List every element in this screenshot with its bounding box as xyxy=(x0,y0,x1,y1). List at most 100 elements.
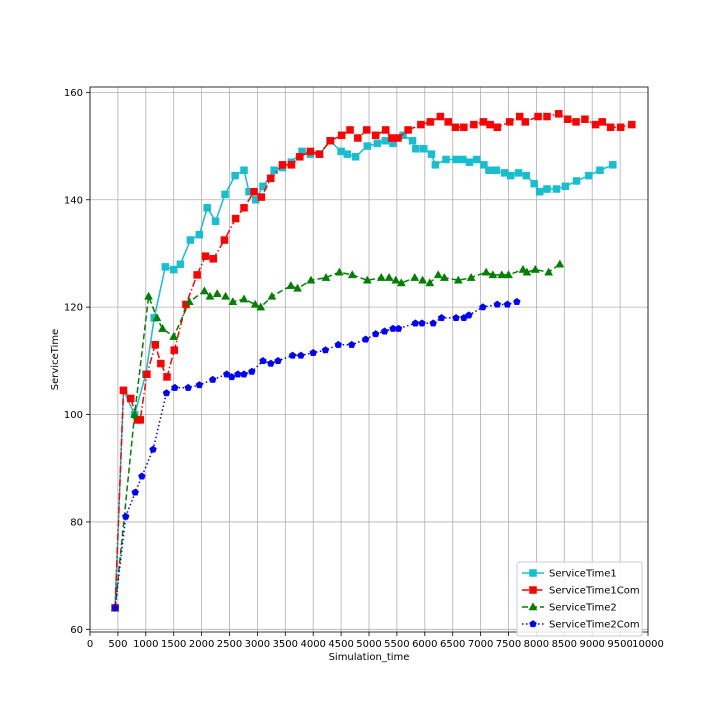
ticks: 0 500 1000 1500 2000 2500 3000 3500 4000 4500 5000… xyxy=(64,88,664,650)
data-point xyxy=(231,214,240,223)
data-point xyxy=(373,139,382,148)
data-point xyxy=(184,297,194,306)
data-point xyxy=(362,275,372,284)
data-point xyxy=(609,161,617,169)
x-tick-label: 2000 xyxy=(189,639,214,650)
data-point xyxy=(363,126,371,134)
x-tick-label: 4000 xyxy=(300,639,325,650)
data-point xyxy=(411,319,420,327)
data-point xyxy=(451,123,460,132)
legend-label: ServiceTime2Com xyxy=(549,620,640,631)
data-point xyxy=(585,171,593,180)
data-point xyxy=(163,373,171,381)
data-point xyxy=(492,166,500,174)
data-point xyxy=(343,150,351,158)
data-point xyxy=(460,123,468,132)
data-point xyxy=(581,115,589,123)
data-point xyxy=(543,112,551,121)
y-tick-label: 120 xyxy=(64,303,83,314)
data-point xyxy=(315,150,324,158)
y-tick-label: 140 xyxy=(64,195,83,206)
data-point xyxy=(426,118,435,126)
data-point xyxy=(465,158,474,166)
data-point xyxy=(628,120,636,129)
data-point xyxy=(250,187,258,196)
series-group xyxy=(110,110,636,612)
y-tick-label: 80 xyxy=(70,517,83,528)
data-point xyxy=(503,300,512,308)
data-point xyxy=(530,264,540,273)
data-point xyxy=(371,131,380,140)
data-point xyxy=(514,169,523,177)
data-point xyxy=(144,291,154,300)
data-point xyxy=(161,263,170,271)
data-point xyxy=(240,166,248,174)
legend-marker xyxy=(528,602,538,611)
data-point xyxy=(431,161,440,169)
series-ServiceTime2 xyxy=(110,259,565,612)
data-point xyxy=(169,265,178,274)
data-point xyxy=(130,409,140,418)
data-point xyxy=(480,161,488,169)
y-tick-label: 60 xyxy=(70,625,83,636)
data-point xyxy=(371,330,380,338)
data-point xyxy=(171,383,179,391)
data-point xyxy=(351,153,360,161)
data-point xyxy=(209,255,218,263)
x-tick-label: 0 xyxy=(87,639,93,650)
data-point xyxy=(278,161,287,169)
x-tick-label: 10000 xyxy=(632,639,664,650)
data-point xyxy=(417,120,425,129)
data-point xyxy=(444,118,452,126)
x-tick-label: 7500 xyxy=(496,639,521,650)
data-point xyxy=(439,272,449,281)
data-point xyxy=(466,272,476,281)
data-point xyxy=(596,166,604,174)
data-point xyxy=(256,302,266,311)
data-point xyxy=(288,351,297,359)
data-point xyxy=(297,351,305,359)
data-point xyxy=(170,346,179,354)
data-point xyxy=(427,150,436,158)
data-point xyxy=(555,259,565,268)
data-point xyxy=(286,280,296,289)
x-tick-label: 1000 xyxy=(133,639,158,650)
data-point xyxy=(186,236,195,244)
data-point xyxy=(287,161,296,169)
data-point xyxy=(412,144,420,153)
x-tick-label: 8000 xyxy=(524,639,549,650)
data-point xyxy=(561,182,570,191)
data-point xyxy=(240,204,248,212)
legend-item: ServiceTime1Com xyxy=(522,586,640,597)
data-point xyxy=(606,123,615,132)
data-point xyxy=(270,166,278,174)
data-point xyxy=(506,171,515,180)
data-point xyxy=(572,118,580,126)
data-point xyxy=(220,236,229,244)
data-point xyxy=(138,472,146,480)
data-point xyxy=(240,370,248,378)
data-point xyxy=(452,155,460,164)
data-point xyxy=(335,267,344,276)
data-point xyxy=(616,123,625,132)
data-point xyxy=(485,166,493,174)
data-point xyxy=(267,359,275,367)
x-axis-title: Simulation_time xyxy=(329,652,410,663)
legend-item: ServiceTime2 xyxy=(522,602,617,614)
data-point xyxy=(274,356,282,364)
legend-marker xyxy=(529,620,537,628)
data-point xyxy=(152,313,162,322)
data-point xyxy=(267,174,275,183)
data-point xyxy=(205,291,215,300)
data-point xyxy=(515,112,524,121)
data-point xyxy=(321,272,331,281)
data-point xyxy=(479,303,487,311)
x-tick-label: 1500 xyxy=(161,639,186,650)
data-point xyxy=(363,142,372,150)
data-point xyxy=(126,394,135,403)
data-point xyxy=(534,112,542,121)
data-point xyxy=(354,134,362,142)
data-point xyxy=(361,335,370,343)
